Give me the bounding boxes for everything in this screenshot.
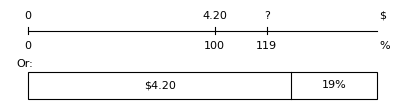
Text: 19%: 19% — [322, 80, 346, 90]
Text: 0: 0 — [24, 41, 32, 51]
Text: 4.20: 4.20 — [202, 11, 227, 21]
Text: $4.20: $4.20 — [144, 80, 176, 90]
Text: 0: 0 — [24, 11, 32, 21]
Text: ?: ? — [264, 11, 269, 21]
Bar — [28, 72, 377, 99]
Text: $: $ — [379, 11, 386, 21]
Text: 100: 100 — [204, 41, 225, 51]
Text: Or:: Or: — [16, 59, 33, 69]
Text: 119: 119 — [256, 41, 277, 51]
Text: %: % — [379, 41, 389, 51]
